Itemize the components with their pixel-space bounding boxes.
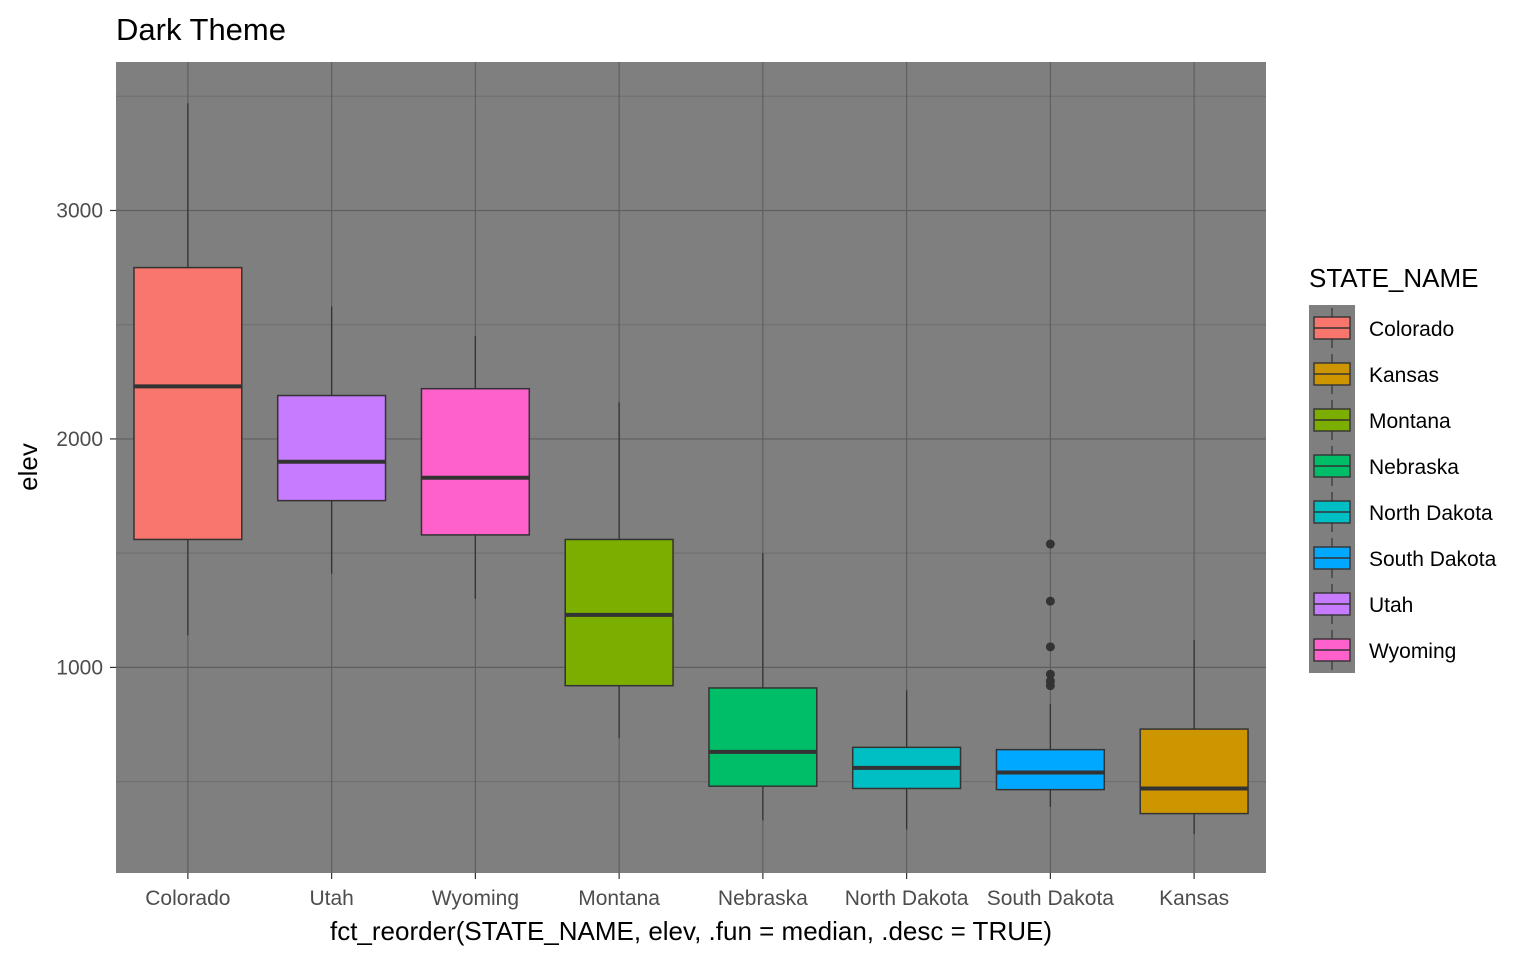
x-axis-ticks: Colorado Utah Wyoming Montana Nebraska North … <box>145 873 1229 910</box>
legend-label: Colorado <box>1369 318 1454 341</box>
legend-label: South Dakota <box>1369 548 1497 571</box>
x-tick-label: Wyoming <box>432 887 519 910</box>
y-axis-ticks: 1000 2000 3000 <box>56 199 116 679</box>
y-axis-title: elev <box>13 443 43 491</box>
legend-label: Montana <box>1369 410 1451 433</box>
legend-items: Colorado Kansas Montana Nebraska North Dakot… <box>1313 308 1497 670</box>
x-tick-label: Kansas <box>1159 887 1229 910</box>
legend-item-colorado: Colorado <box>1313 308 1454 348</box>
y-tick-label: 3000 <box>56 199 103 222</box>
legend-label: Nebraska <box>1369 456 1459 479</box>
box-iqr <box>276 394 387 502</box>
box-south-dakota <box>995 539 1106 807</box>
legend-item-utah: Utah <box>1313 584 1413 624</box>
box-iqr <box>708 687 818 787</box>
box-iqr <box>133 266 243 541</box>
y-tick-label: 2000 <box>56 428 103 451</box>
outlier-point <box>1045 642 1055 652</box>
outlier-point <box>1045 669 1055 679</box>
box-iqr <box>1139 728 1249 815</box>
x-tick-label: Utah <box>309 887 353 910</box>
box-iqr <box>995 748 1106 791</box>
x-axis-title: fct_reorder(STATE_NAME, elev, .fun = med… <box>330 916 1052 946</box>
box-iqr <box>420 387 531 536</box>
box-utah <box>276 306 387 574</box>
x-tick-label: Colorado <box>145 887 230 910</box>
legend-label: Kansas <box>1369 364 1439 387</box>
x-tick-label: Nebraska <box>718 887 808 910</box>
legend-label: Wyoming <box>1369 640 1456 663</box>
x-tick-label: North Dakota <box>845 887 969 910</box>
x-tick-label: South Dakota <box>987 887 1115 910</box>
box-north-dakota <box>851 690 962 830</box>
outlier-point <box>1045 596 1055 606</box>
box-iqr <box>564 538 674 687</box>
legend-item-north-dakota: North Dakota <box>1313 492 1493 532</box>
legend-item-wyoming: Wyoming <box>1313 630 1456 670</box>
legend-item-kansas: Kansas <box>1313 354 1439 394</box>
chart-title: Dark Theme <box>116 12 286 47</box>
y-tick-label: 1000 <box>56 656 103 679</box>
box-nebraska <box>708 553 818 821</box>
legend-item-montana: Montana <box>1313 400 1451 440</box>
outlier-point <box>1045 676 1055 686</box>
legend-item-nebraska: Nebraska <box>1313 446 1459 486</box>
legend-title: STATE_NAME <box>1309 263 1479 293</box>
legend-label: North Dakota <box>1369 502 1493 525</box>
box-series <box>133 103 1249 835</box>
box-colorado <box>133 103 243 636</box>
box-montana <box>564 402 674 739</box>
x-tick-label: Montana <box>578 887 660 910</box>
box-kansas <box>1139 639 1249 835</box>
legend-item-south-dakota: South Dakota <box>1313 538 1497 578</box>
legend-label: Utah <box>1369 594 1413 617</box>
outlier-point <box>1045 539 1055 549</box>
box-wyoming <box>420 336 531 599</box>
legend: STATE_NAME Colorado Kansas Montana Nebraska… <box>1309 263 1497 673</box>
